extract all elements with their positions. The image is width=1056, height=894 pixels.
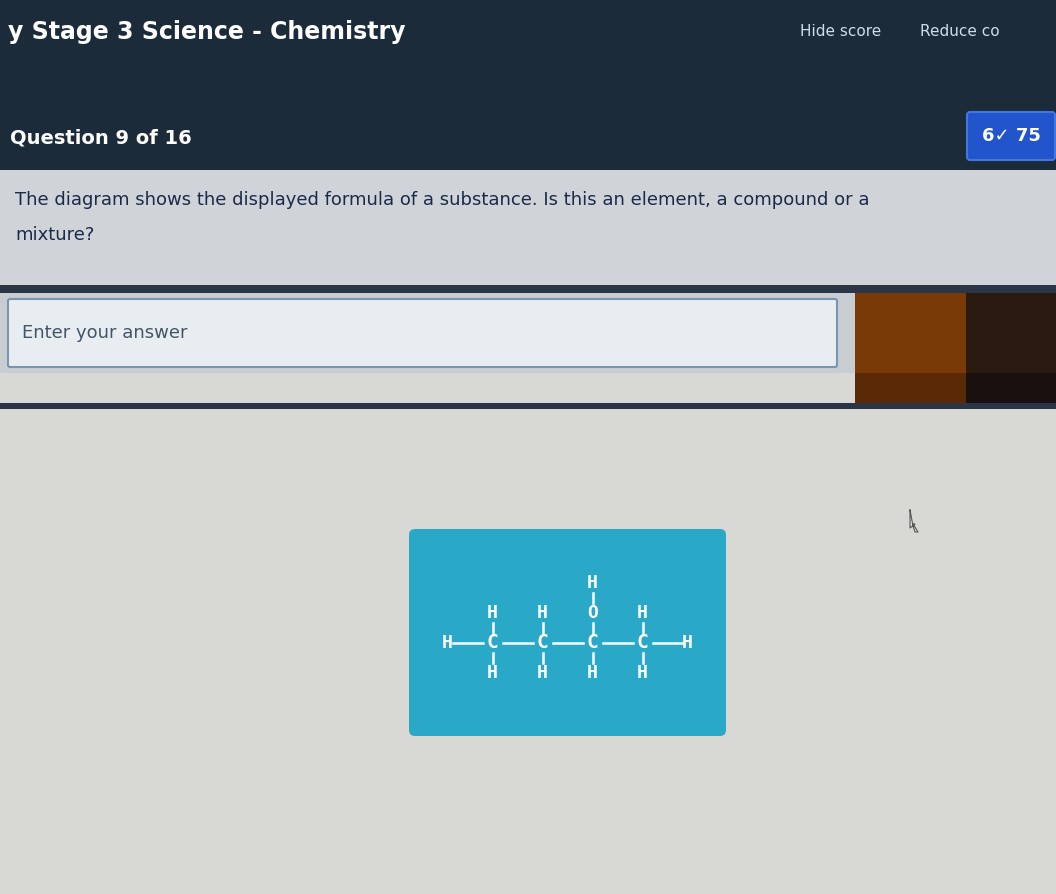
Text: Enter your answer: Enter your answer xyxy=(22,324,188,342)
Text: H: H xyxy=(487,663,498,681)
Text: H: H xyxy=(637,603,648,621)
Text: H: H xyxy=(682,634,693,652)
Text: H: H xyxy=(442,634,453,652)
Text: mixture?: mixture? xyxy=(15,226,94,244)
FancyBboxPatch shape xyxy=(855,293,965,373)
Text: C: C xyxy=(637,633,648,652)
Text: 6✓ 75: 6✓ 75 xyxy=(982,127,1040,145)
Text: H: H xyxy=(587,573,598,592)
FancyBboxPatch shape xyxy=(965,293,1056,373)
FancyBboxPatch shape xyxy=(0,293,860,373)
Text: C: C xyxy=(536,633,548,652)
Text: C: C xyxy=(587,633,599,652)
FancyBboxPatch shape xyxy=(0,285,1056,293)
FancyBboxPatch shape xyxy=(0,0,1056,170)
FancyBboxPatch shape xyxy=(967,112,1055,160)
FancyBboxPatch shape xyxy=(8,299,837,367)
FancyBboxPatch shape xyxy=(965,373,1056,403)
Text: H: H xyxy=(637,663,648,681)
Text: C: C xyxy=(487,633,498,652)
Polygon shape xyxy=(910,510,918,532)
Text: H: H xyxy=(538,603,548,621)
Text: The diagram shows the displayed formula of a substance. Is this an element, a co: The diagram shows the displayed formula … xyxy=(15,191,869,209)
FancyBboxPatch shape xyxy=(0,170,1056,285)
FancyBboxPatch shape xyxy=(855,373,965,403)
Text: Question 9 of 16: Question 9 of 16 xyxy=(10,129,192,148)
Text: H: H xyxy=(587,663,598,681)
Text: Hide score: Hide score xyxy=(800,24,882,39)
Text: Reduce co: Reduce co xyxy=(920,24,1000,39)
Text: y Stage 3 Science - Chemistry: y Stage 3 Science - Chemistry xyxy=(8,20,406,44)
FancyBboxPatch shape xyxy=(0,403,1056,409)
FancyBboxPatch shape xyxy=(0,409,1056,894)
Text: O: O xyxy=(587,603,598,621)
Text: H: H xyxy=(538,663,548,681)
FancyBboxPatch shape xyxy=(409,529,727,736)
Text: H: H xyxy=(487,603,498,621)
